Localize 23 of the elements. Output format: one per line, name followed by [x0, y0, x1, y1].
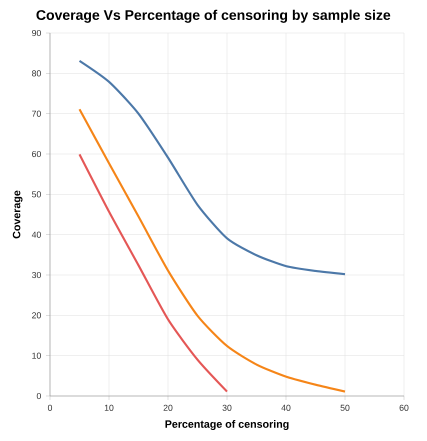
x-tick-label: 0	[48, 404, 52, 411]
y-tick-label: 90	[32, 30, 41, 36]
line-series	[78, 108, 346, 393]
x-tick-label: 40	[281, 404, 290, 411]
x-axis-title: Percentage of censoring	[165, 420, 289, 430]
y-axis-title: Coverage	[12, 190, 22, 238]
line-series	[78, 153, 228, 393]
x-tick-label: 10	[104, 404, 114, 411]
x-tick-label: 20	[164, 404, 172, 411]
y-tick-label: 60	[32, 150, 41, 158]
y-tick-label: 50	[32, 191, 41, 198]
x-tick-label: 50	[340, 404, 350, 411]
x-tick-label: 60	[400, 404, 408, 411]
x-tick-label: 30	[222, 404, 232, 411]
chart-title: Coverage Vs Percentage of censoring by sample size	[36, 10, 390, 23]
y-tick-label: 70	[32, 110, 41, 117]
y-tick-label: 10	[32, 352, 41, 359]
y-tick-label: 0	[36, 392, 41, 400]
y-tick-label: 40	[32, 232, 41, 238]
y-tick-label: 30	[32, 272, 41, 278]
y-tick-label: 80	[32, 70, 41, 76]
y-tick-label: 20	[32, 312, 41, 318]
line-series	[78, 60, 346, 276]
